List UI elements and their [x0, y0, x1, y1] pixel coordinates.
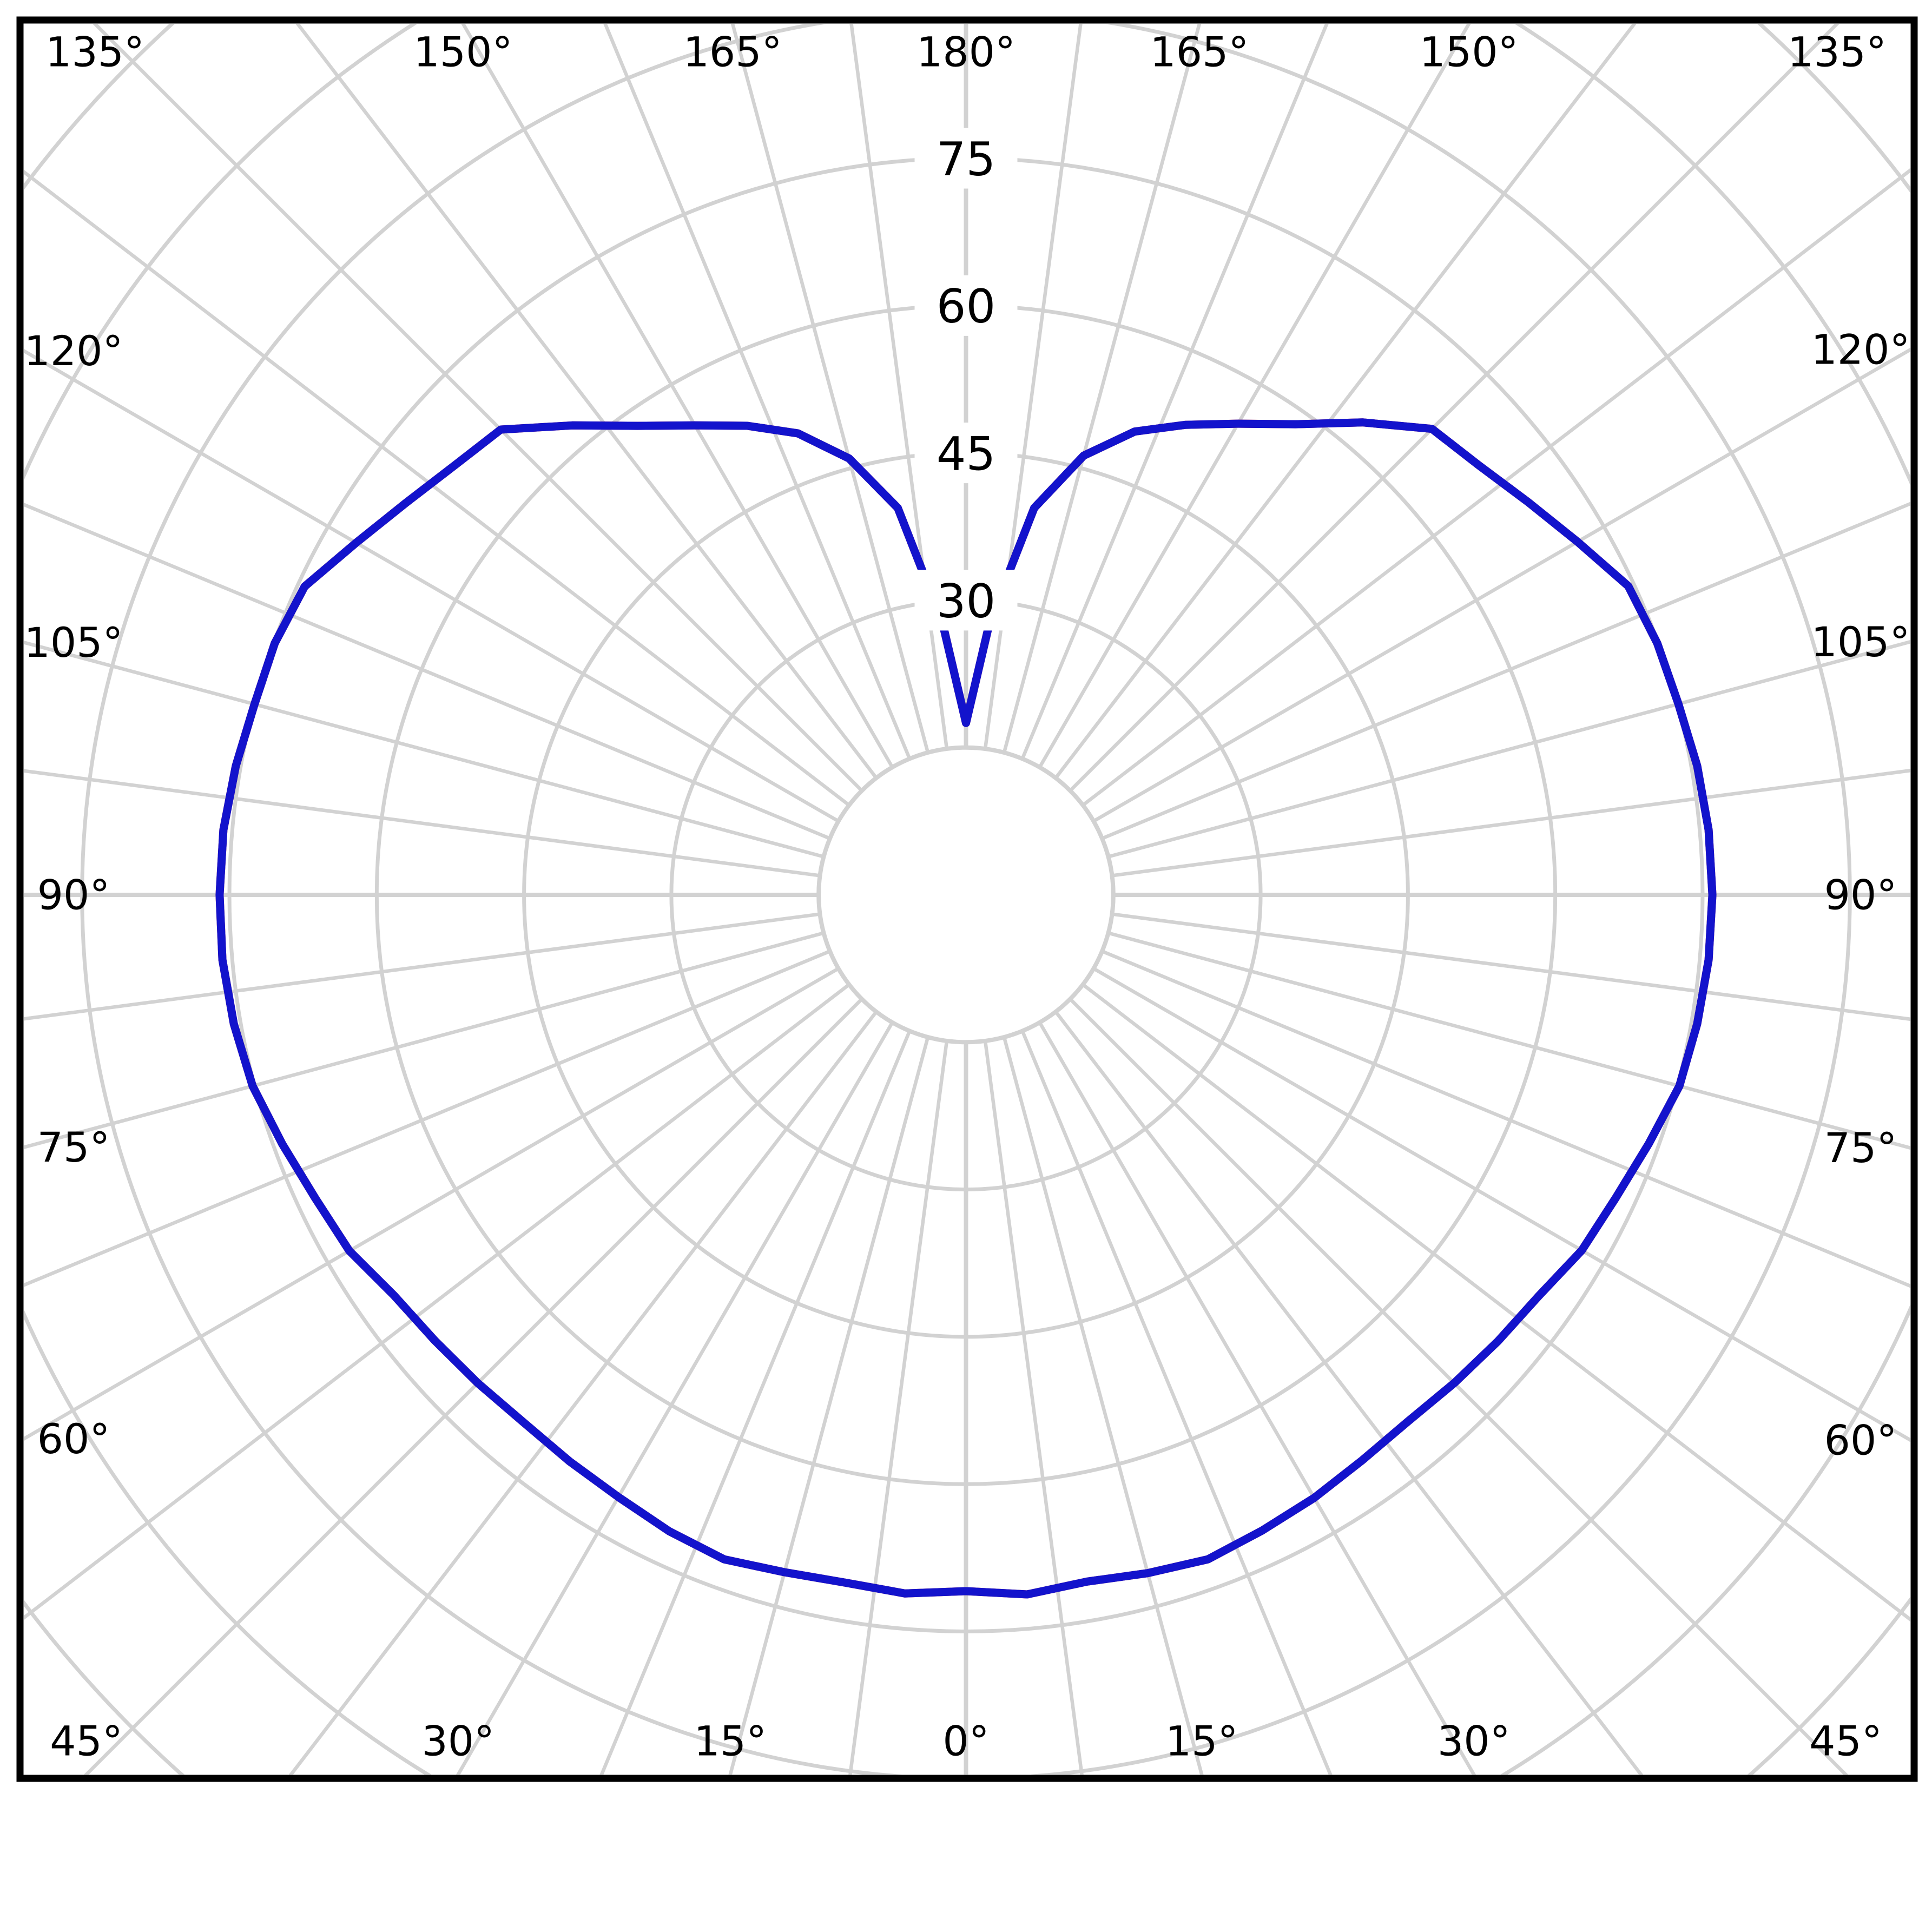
- plot-frame: [16, 16, 1918, 1782]
- c90-c270-curve: [215, 418, 1717, 1599]
- angle-label-90-right: 90°: [1824, 871, 1897, 919]
- radial-label-60: 60: [937, 280, 995, 334]
- grid-spoke-210: [456, 1021, 894, 1775]
- radial-labels: 30 45 60 75: [914, 128, 1018, 631]
- angle-label-120-right: 120°: [1811, 326, 1910, 374]
- angle-labels: 0° 15° 15° 30° 30° 45° 45° 60° 60° 75° 75° 90° 90° 10…: [24, 28, 1910, 1765]
- radial-label-75: 75: [937, 133, 995, 187]
- grid-spoke-187.5: [848, 1040, 949, 1775]
- grid-spoke-60: [1092, 347, 1910, 823]
- grid-spoke-7.5: [983, 24, 1083, 749]
- angle-label-105-right: 105°: [1811, 618, 1910, 666]
- chart-footer: cd/klm η = 89% C0 - C180 C90 - C270: [0, 1781, 1932, 1932]
- grid-spoke-240: [24, 967, 840, 1441]
- grid-spoke-135: [1069, 998, 1849, 1775]
- angle-label-135-left: 135°: [45, 28, 144, 76]
- angle-label-15-right: 15°: [1165, 1717, 1238, 1765]
- grid-spoke-67.5: [1101, 502, 1910, 840]
- grid-spoke-52.5: [1082, 168, 1910, 807]
- angle-label-105-left: 105°: [24, 618, 123, 667]
- angle-label-60-right: 60°: [1824, 1416, 1897, 1464]
- angle-label-15-left: 15°: [694, 1717, 767, 1765]
- angle-label-0-right: 0°: [942, 1717, 989, 1765]
- angle-label-150-right: 150°: [1420, 28, 1519, 76]
- grid-spoke-322.5: [295, 24, 878, 779]
- grid-spoke-247.5: [24, 949, 831, 1287]
- angle-label-75-left: 75°: [37, 1123, 110, 1171]
- grid-spoke-127.5: [1082, 983, 1910, 1622]
- grid-spoke-150: [1038, 1021, 1476, 1775]
- grid-spoke-75: [1107, 639, 1910, 859]
- angle-label-30-left: 30°: [421, 1717, 494, 1765]
- grid-spoke-142.5: [1054, 1011, 1644, 1775]
- angle-label-75-right: 75°: [1824, 1124, 1897, 1172]
- grid-spoke-337.5: [603, 24, 912, 760]
- grid-spoke-307.5: [24, 169, 850, 807]
- grid-spoke-285: [24, 641, 825, 859]
- grid-spoke-277.5: [24, 769, 820, 878]
- grid-spoke-292.5: [24, 503, 831, 840]
- grid-spoke-345: [730, 24, 930, 753]
- grid-spoke-97.5: [1112, 912, 1910, 1021]
- grid-spoke-37.5: [1054, 24, 1637, 779]
- grid-spoke-45: [1069, 24, 1840, 792]
- grid-spoke-225: [83, 998, 863, 1775]
- grid-spoke-120: [1092, 967, 1910, 1442]
- grid-ring-15: [816, 745, 1116, 1045]
- angle-label-120-left: 120°: [24, 327, 123, 375]
- grid-spoke-255: [24, 931, 825, 1149]
- radial-label-mask-60: [914, 275, 1018, 336]
- grid-spoke-217.5: [288, 1011, 878, 1775]
- grid-spoke-15: [1002, 24, 1202, 753]
- grid-spoke-330: [461, 24, 894, 768]
- angle-label-90-left: 90°: [37, 871, 110, 919]
- grid-spoke-315: [92, 24, 863, 792]
- angle-label-150-left: 150°: [413, 28, 512, 76]
- radial-label-mask-75: [914, 128, 1018, 189]
- grid-spoke-30: [1038, 24, 1471, 768]
- grid-spoke-82.5: [1112, 768, 1910, 878]
- grid-spoke-112.5: [1101, 949, 1910, 1288]
- angle-label-45-right: 45°: [1809, 1717, 1882, 1765]
- radial-label-45: 45: [937, 427, 995, 482]
- grid-spoke-165: [1002, 1037, 1204, 1775]
- grid-spoke-262.5: [24, 912, 820, 1021]
- grid-spoke-300: [24, 348, 840, 823]
- grid-spoke-232.5: [24, 983, 850, 1620]
- grid-spoke-172.5: [983, 1040, 1084, 1775]
- grid-spoke-195: [728, 1037, 930, 1775]
- grid-spoke-105: [1107, 931, 1910, 1150]
- grid-spoke-352.5: [849, 24, 949, 749]
- angle-label-165-right: 165°: [1150, 28, 1249, 76]
- angle-label-45-left: 45°: [50, 1717, 123, 1765]
- angle-label-30-right: 30°: [1438, 1717, 1511, 1765]
- grid-spoke-157.5: [1020, 1030, 1333, 1775]
- angle-label-165-left: 165°: [683, 28, 782, 76]
- radial-label-mask-30: [914, 570, 1018, 631]
- radial-label-mask-45: [914, 423, 1018, 484]
- grid-spoke-22.5: [1020, 24, 1329, 760]
- angle-label-180-right: 180°: [916, 28, 1016, 76]
- grid-spoke-202.5: [599, 1030, 912, 1775]
- angle-label-135-right: 135°: [1788, 28, 1887, 76]
- angle-label-60-left: 60°: [37, 1415, 110, 1463]
- radial-label-30: 30: [937, 575, 995, 629]
